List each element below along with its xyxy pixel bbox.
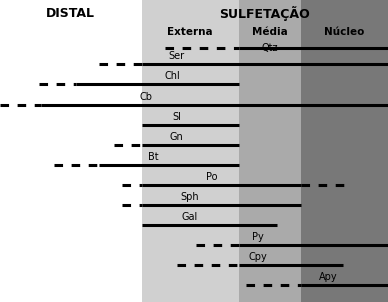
- Text: Externa: Externa: [167, 27, 213, 37]
- Bar: [301, 0, 388, 302]
- Text: Ser: Ser: [168, 51, 185, 61]
- Text: Gal: Gal: [182, 212, 198, 222]
- Text: Núcleo: Núcleo: [324, 27, 365, 37]
- Text: Média: Média: [252, 27, 288, 37]
- Text: Py: Py: [252, 232, 264, 242]
- Text: Bt: Bt: [148, 152, 159, 162]
- Text: Cb: Cb: [139, 92, 152, 101]
- Text: Gn: Gn: [170, 132, 184, 142]
- Bar: [0, 0, 142, 302]
- Text: DISTAL: DISTAL: [46, 7, 95, 20]
- Text: Po: Po: [206, 172, 217, 182]
- Text: Qtz: Qtz: [262, 43, 278, 53]
- Text: Sl: Sl: [172, 112, 181, 122]
- Text: SULFETAÇÃO: SULFETAÇÃO: [220, 6, 310, 21]
- Text: Apy: Apy: [319, 272, 337, 282]
- Bar: [142, 0, 239, 302]
- Text: Sph: Sph: [181, 192, 199, 202]
- Text: Cpy: Cpy: [249, 252, 267, 262]
- Bar: [239, 0, 301, 302]
- Text: Chl: Chl: [165, 72, 180, 82]
